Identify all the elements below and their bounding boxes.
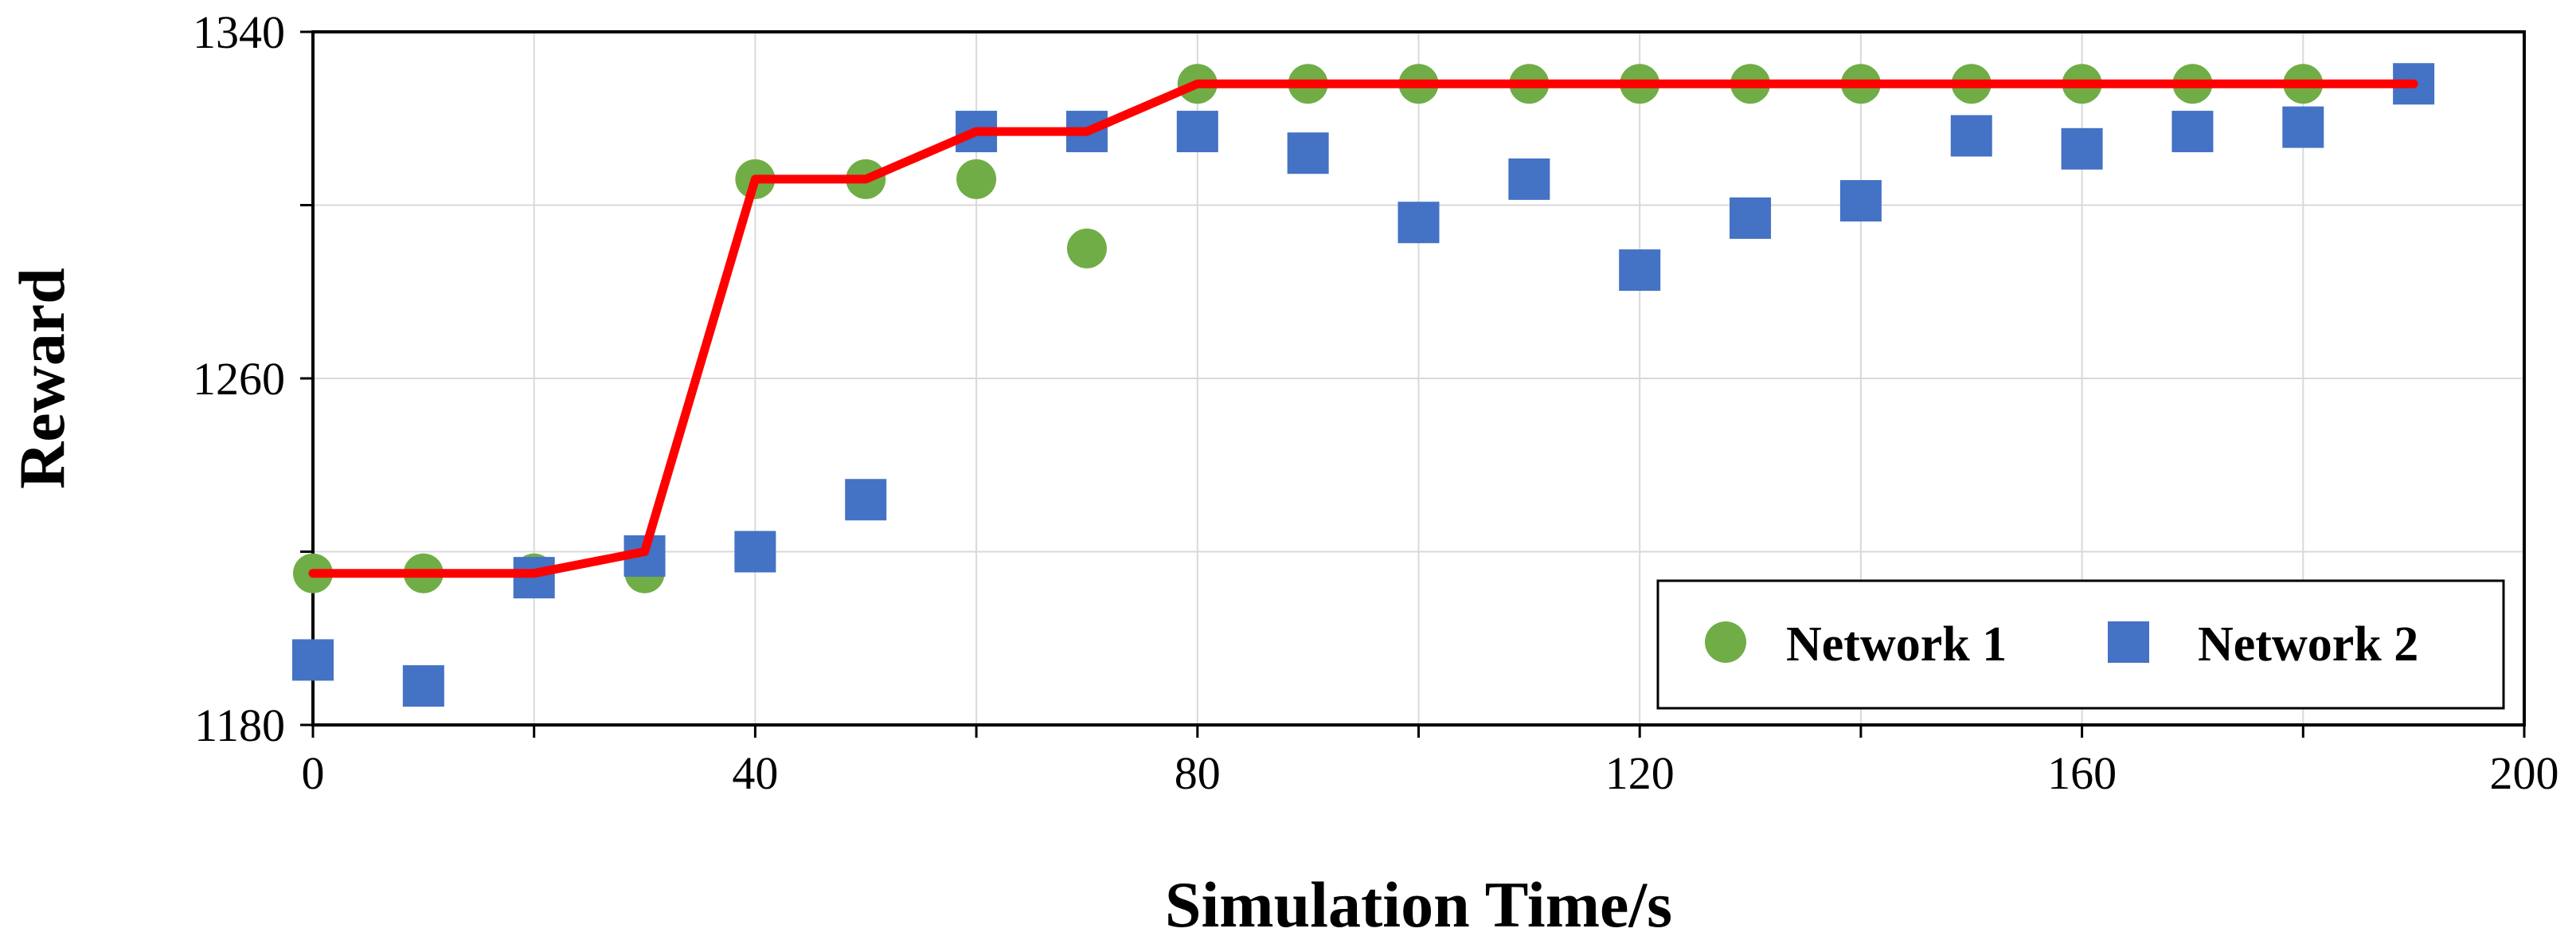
network-2-point [1287, 132, 1329, 174]
network-2-point [1730, 197, 1772, 239]
x-axis-title: Simulation Time/s [1165, 868, 1672, 941]
y-axis-ticks: 1180 1260 1340 [193, 6, 313, 751]
x-tick-label: 80 [1175, 747, 1221, 799]
network-2-point [845, 479, 887, 521]
legend: Network 1 Network 2 [1656, 579, 2505, 710]
legend-marker-network-1 [1705, 621, 1746, 663]
network-2-point [1839, 180, 1882, 222]
network-2-point [2171, 111, 2214, 153]
legend-label-network-1: Network 1 [1786, 617, 2007, 672]
x-tick-label: 0 [302, 747, 325, 799]
network-2-point [1176, 111, 1218, 153]
network-2-point [1397, 202, 1440, 244]
network-2-point [1950, 115, 1992, 157]
legend-marker-network-2 [2108, 621, 2149, 663]
y-tick-label: 1260 [193, 353, 285, 405]
legend-box [1656, 579, 2505, 710]
network-2-point [1508, 158, 1550, 200]
legend-label-network-2: Network 2 [2198, 617, 2418, 672]
network-2-point [734, 531, 776, 573]
x-tick-label: 160 [2047, 747, 2117, 799]
y-tick-label: 1180 [194, 699, 285, 751]
y-tick-label: 1340 [193, 6, 285, 58]
y-axis-title: Reward [6, 268, 78, 489]
network-1-point [956, 159, 997, 199]
network-2-point [1619, 249, 1661, 292]
x-tick-label: 200 [2490, 747, 2559, 799]
best-reward-line [308, 79, 2418, 578]
x-axis-ticks: 0 40 80 120 160 200 [302, 725, 2559, 799]
network-2-point [2282, 106, 2324, 148]
network-1-point [1066, 228, 1107, 268]
network-2-point [2061, 127, 2103, 170]
x-tick-label: 120 [1605, 747, 1675, 799]
x-tick-label: 40 [732, 747, 778, 799]
network-2-point [292, 639, 334, 681]
network-2-point [402, 665, 444, 707]
series-layer [292, 63, 2435, 707]
